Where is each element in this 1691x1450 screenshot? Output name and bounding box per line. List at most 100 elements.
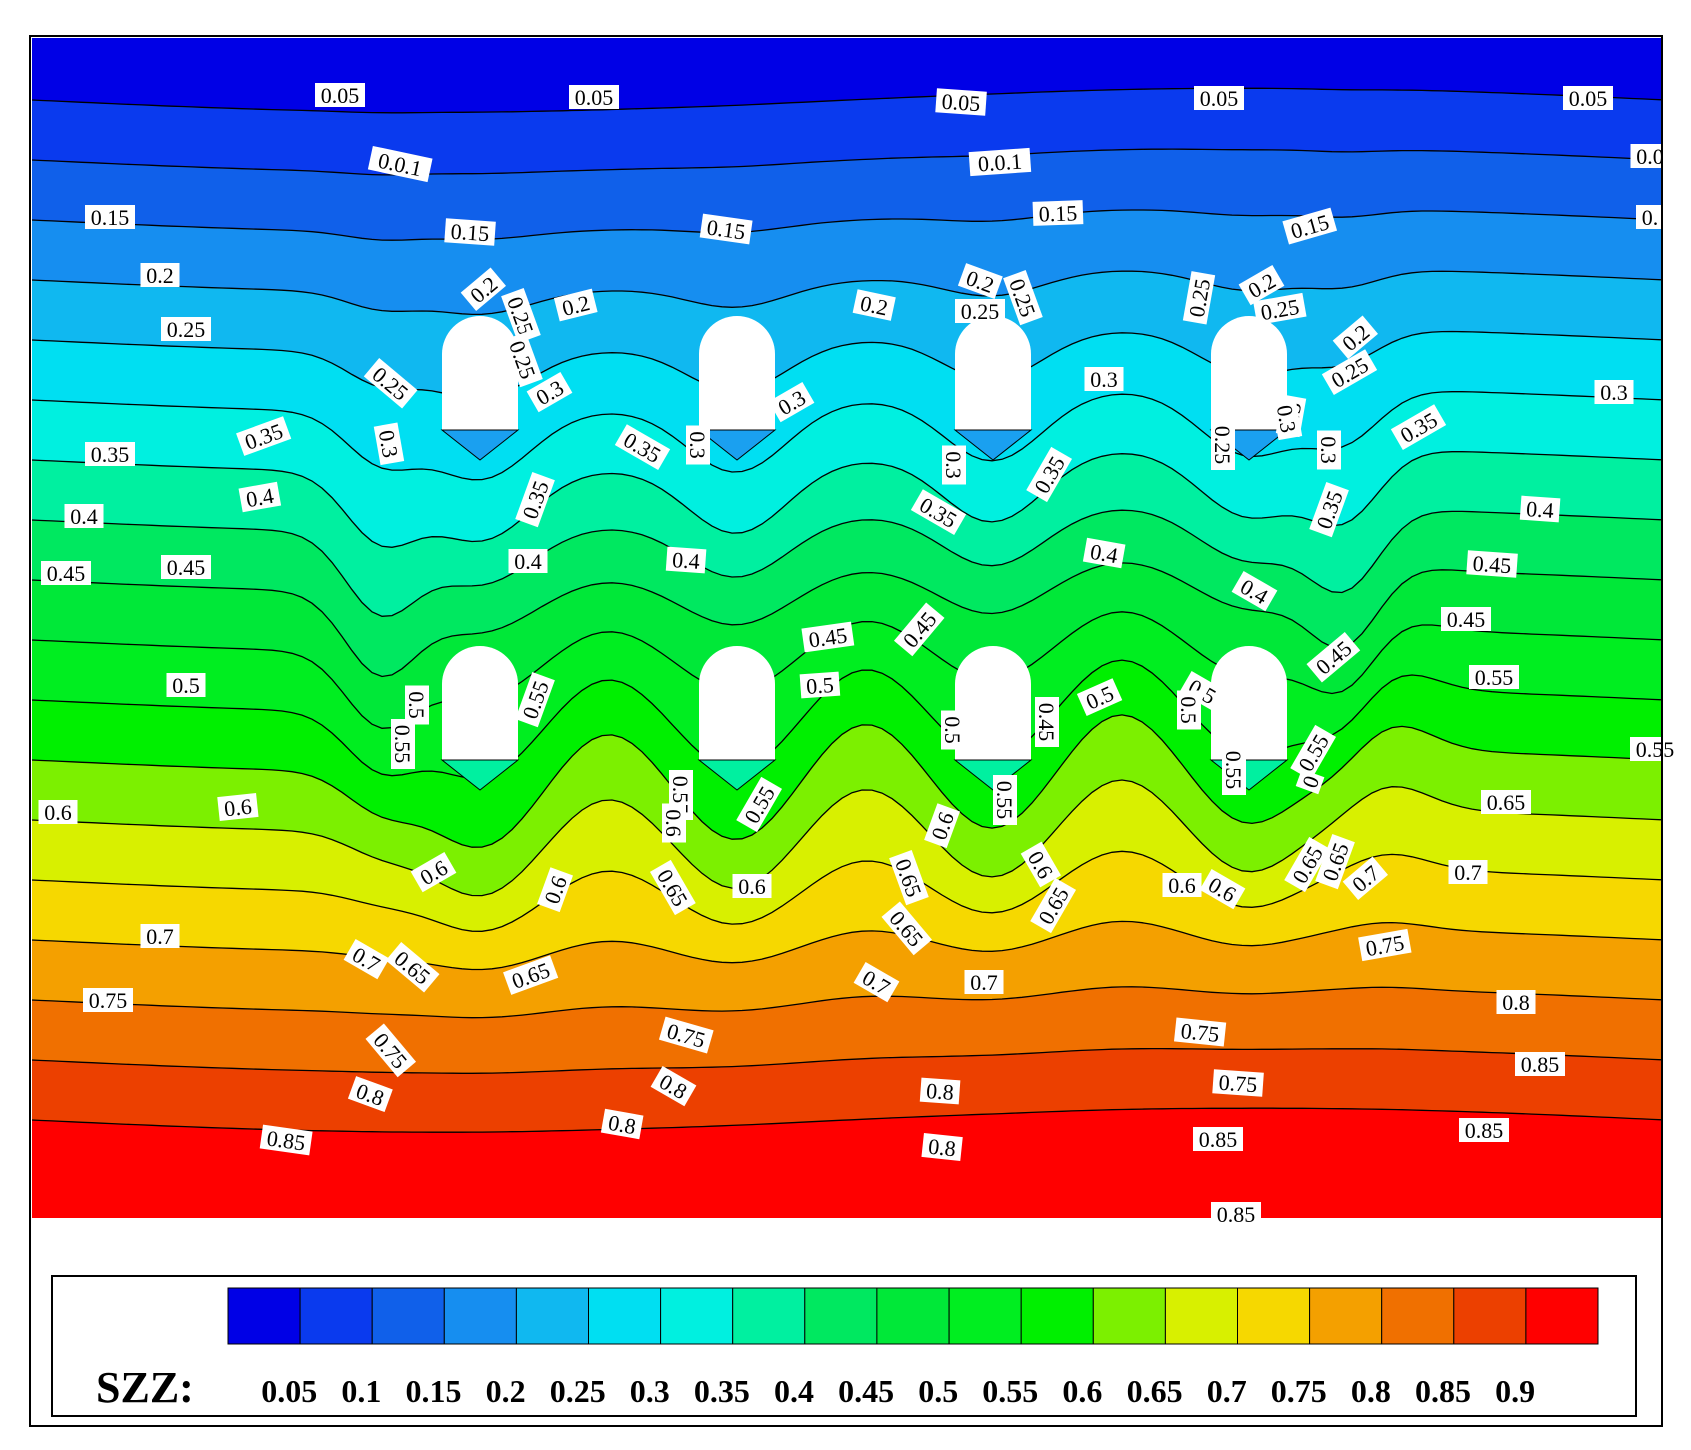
legend-tick-labels: 0.05 0.1 0.15 0.2 0.25 0.3 0.35 0.4 0.45 0.5 0.55 0… — [261, 1373, 1535, 1409]
legend-tick-label: 0.7 — [1207, 1373, 1247, 1409]
contour-line — [32, 714, 1662, 848]
svg-text:0.85: 0.85 — [1465, 1118, 1504, 1143]
contour-label: 0.3 — [941, 445, 966, 485]
plot-area: 0.05 0.05 0.05 0.05 0.050.0.1 0.0.1 0.00.150.1… — [32, 38, 1680, 1228]
contour-label: 0 — [1295, 769, 1325, 795]
legend-swatch — [588, 1287, 662, 1345]
legend-swatch — [1092, 1287, 1166, 1345]
contour-label: 0.25 — [1210, 420, 1235, 470]
cavern-opening — [442, 316, 518, 430]
contour-label: 0.25 — [955, 299, 1005, 324]
contour-label: 0.45 — [1441, 607, 1491, 632]
svg-text:0.3: 0.3 — [685, 431, 710, 459]
legend-tick-label: 0.25 — [550, 1373, 606, 1409]
contour-label: 0.5 — [799, 671, 841, 699]
contour-label: 0.55 — [1630, 737, 1680, 762]
contour-label: 0.5 — [404, 685, 429, 725]
cavern-opening — [955, 316, 1031, 430]
legend-tick-label: 0.05 — [261, 1373, 317, 1409]
contour-label: 0.5 — [166, 673, 206, 698]
legend-tick-label: 0.1 — [341, 1373, 381, 1409]
legend-swatch — [371, 1287, 445, 1345]
contour-lines — [32, 87, 1662, 1133]
svg-text:0.85: 0.85 — [1217, 1202, 1256, 1227]
svg-text:0.75: 0.75 — [1218, 1070, 1258, 1098]
legend-swatch — [1525, 1287, 1599, 1345]
svg-text:0.6: 0.6 — [223, 794, 253, 822]
legend-title: SZZ: — [96, 1363, 194, 1412]
legend-tick-label: 0.75 — [1271, 1373, 1327, 1409]
legend-swatch — [660, 1287, 734, 1345]
contour-line — [32, 1047, 1662, 1074]
contour-label: 0.85 — [259, 1124, 313, 1156]
legend-swatch — [948, 1287, 1022, 1345]
contour-label: 0.2 — [140, 263, 180, 288]
svg-text:0.4: 0.4 — [671, 547, 700, 574]
legend-swatch — [1453, 1287, 1527, 1345]
legend-swatch — [1020, 1287, 1094, 1345]
legend-swatch — [804, 1287, 878, 1345]
svg-text:0.25: 0.25 — [1210, 426, 1235, 465]
cavern-floor-zone — [697, 429, 777, 461]
svg-text:0.45: 0.45 — [1472, 551, 1512, 579]
legend-swatch — [1309, 1287, 1383, 1345]
contour-label: 0.3 — [1594, 380, 1634, 405]
legend-tick-label: 0.35 — [694, 1373, 750, 1409]
svg-text:0.05: 0.05 — [941, 89, 981, 117]
svg-text:0.8: 0.8 — [1502, 990, 1530, 1015]
svg-text:0.2: 0.2 — [146, 263, 174, 288]
cavern-opening — [699, 646, 775, 760]
contour-label: 0.15 — [444, 218, 496, 246]
svg-text:0.6: 0.6 — [1168, 873, 1196, 898]
contour-label: 0.4 — [238, 481, 282, 513]
svg-text:0.0: 0.0 — [1636, 144, 1664, 169]
contour-label: 0.45 — [161, 555, 211, 580]
contour-labels: 0.05 0.05 0.05 0.05 0.050.0.1 0.0.1 0.00.150.1… — [38, 83, 1680, 1227]
svg-text:0.7: 0.7 — [970, 970, 998, 995]
svg-text:0.15: 0.15 — [705, 214, 747, 244]
contour-label: 0.8 — [1496, 990, 1536, 1015]
contour-band — [32, 38, 1662, 113]
legend-swatch — [1237, 1287, 1311, 1345]
svg-text:0.55: 0.55 — [1475, 665, 1514, 690]
contour-label: 0.3 — [1084, 367, 1124, 392]
cavern-opening — [955, 646, 1031, 760]
svg-text:0.6: 0.6 — [738, 874, 766, 899]
contour-label: 0.55 — [992, 775, 1017, 825]
svg-text:0.45: 0.45 — [1034, 703, 1059, 742]
legend-tick-label: 0.9 — [1495, 1373, 1535, 1409]
contour-label: 0.8 — [919, 1077, 961, 1105]
contour-label: 0.4 — [64, 504, 104, 529]
svg-text:0.7: 0.7 — [146, 924, 174, 949]
band-blank — [32, 1218, 1662, 1228]
contour-label: 0.45 — [893, 602, 945, 657]
svg-text:0.25: 0.25 — [167, 317, 206, 342]
contour-line — [32, 779, 1662, 897]
contour-label: 0.25 — [161, 317, 211, 342]
svg-text:0.3: 0.3 — [374, 428, 403, 459]
svg-text:0.3: 0.3 — [1272, 403, 1301, 434]
contour-label: 0.5 — [940, 710, 965, 750]
svg-text:0.45: 0.45 — [167, 555, 206, 580]
legend: SZZ: 0.05 0.1 0.15 0.2 0.25 0.3 0.35 0.4 0.45 0.5… — [51, 1275, 1637, 1417]
contour-label: 0.75 — [1212, 1069, 1264, 1097]
svg-text:0.8: 0.8 — [927, 1134, 957, 1162]
contour-label: 0.7 — [1448, 860, 1488, 885]
contour-label: 0.85 — [1193, 1127, 1243, 1152]
cavern-floor-zone — [697, 759, 777, 791]
cavern-floor-zone — [953, 429, 1033, 461]
contour-line — [32, 659, 1662, 779]
legend-tick-label: 0.65 — [1127, 1373, 1183, 1409]
contour-label: 0.75 — [1173, 1017, 1227, 1047]
legend-swatch — [515, 1287, 590, 1345]
contour-line — [32, 986, 1662, 1019]
svg-text:0.4: 0.4 — [70, 504, 98, 529]
cavern-opening — [699, 316, 775, 430]
legend-swatch — [876, 1287, 950, 1345]
contour-label: 0.3 — [685, 425, 710, 465]
legend-tick-label: 0.55 — [982, 1373, 1038, 1409]
contour-label: 0.05 — [569, 85, 619, 110]
svg-text:0.3: 0.3 — [941, 451, 966, 479]
contour-label: 0.5 — [1176, 690, 1201, 730]
contour-label: 0.35 — [910, 489, 967, 536]
